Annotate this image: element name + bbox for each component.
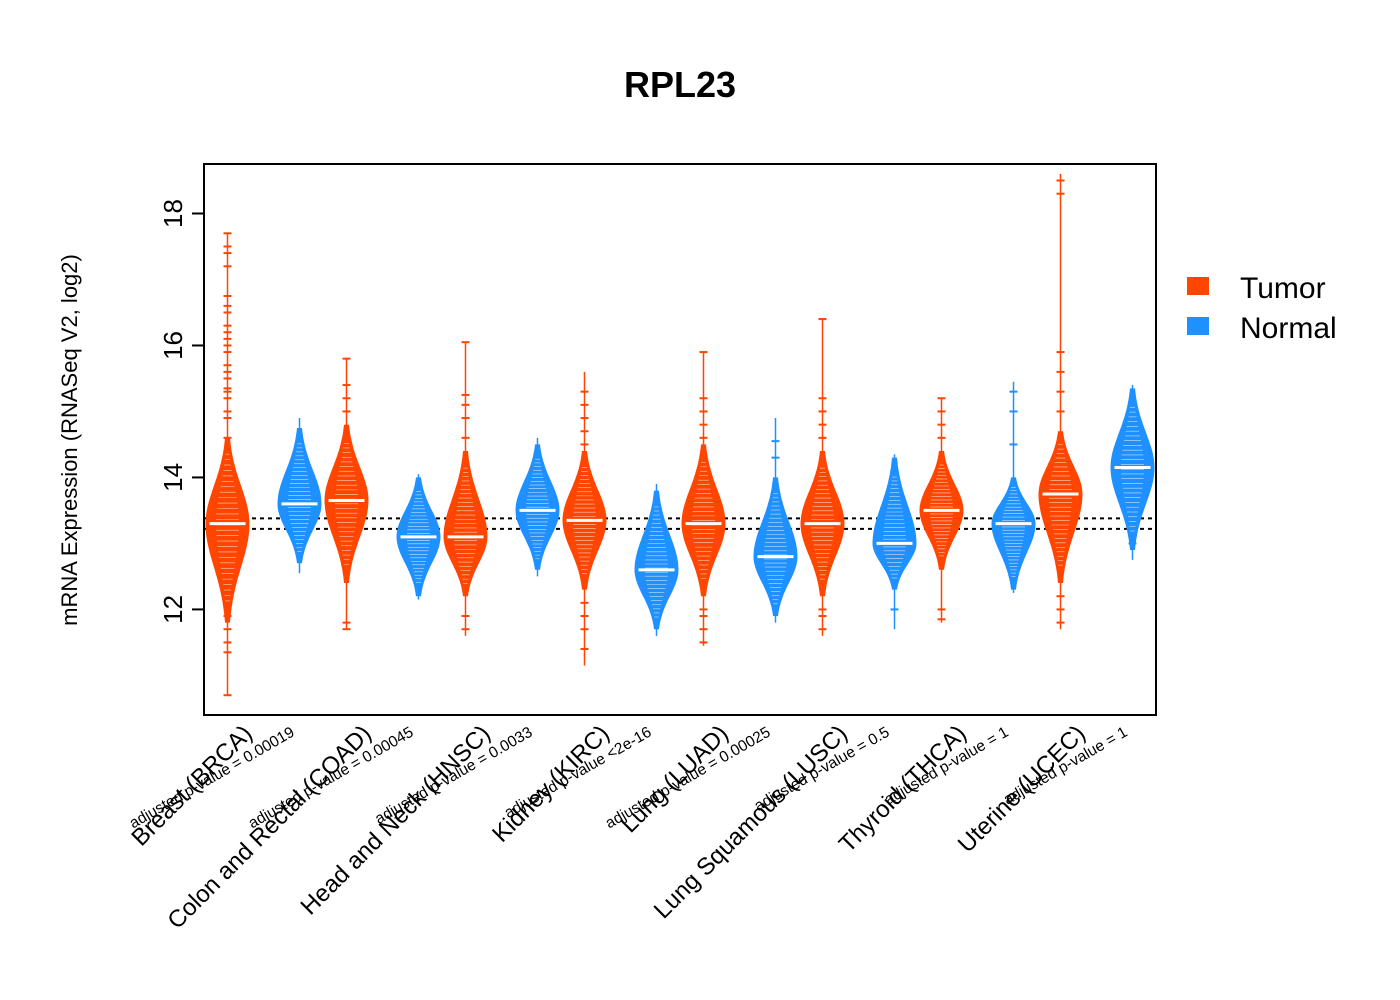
plot-area <box>204 173 1156 697</box>
normal-bean <box>991 381 1036 593</box>
tumor-bean <box>443 341 488 636</box>
legend-label: Normal <box>1240 312 1337 345</box>
tumor-bean <box>800 318 845 636</box>
normal-bean <box>872 454 917 630</box>
y-tick-label: 14 <box>158 463 188 492</box>
tumor-bean <box>681 351 726 646</box>
tumor-bean <box>562 371 607 666</box>
tumor-bean <box>324 357 369 631</box>
tumor-bean <box>205 232 250 697</box>
x-axis-labels: Breast (BRCA)adjusted p-value = 0.00019C… <box>126 720 1130 934</box>
y-tick-label: 16 <box>158 331 188 360</box>
y-axis-label: mRNA Expression (RNASeq V2, log2) <box>57 254 82 626</box>
plot-frame <box>203 163 1157 716</box>
normal-bean <box>277 418 322 574</box>
normal-bean <box>396 474 441 600</box>
tumor-bean <box>919 397 964 623</box>
normal-bean <box>1110 385 1155 560</box>
legend-swatch <box>1187 317 1209 335</box>
y-axis: 12 14 16 18 <box>158 199 204 624</box>
legend-swatch <box>1187 277 1209 295</box>
chart-title: RPL23 <box>624 64 736 105</box>
normal-bean <box>634 484 679 636</box>
normal-bean <box>753 418 798 623</box>
tumor-bean <box>1038 173 1083 630</box>
y-tick-label: 18 <box>158 199 188 228</box>
y-tick-label: 12 <box>158 595 188 624</box>
legend-label: Tumor <box>1240 272 1326 305</box>
legend: Tumor Normal <box>1187 272 1337 345</box>
normal-bean <box>515 437 560 577</box>
